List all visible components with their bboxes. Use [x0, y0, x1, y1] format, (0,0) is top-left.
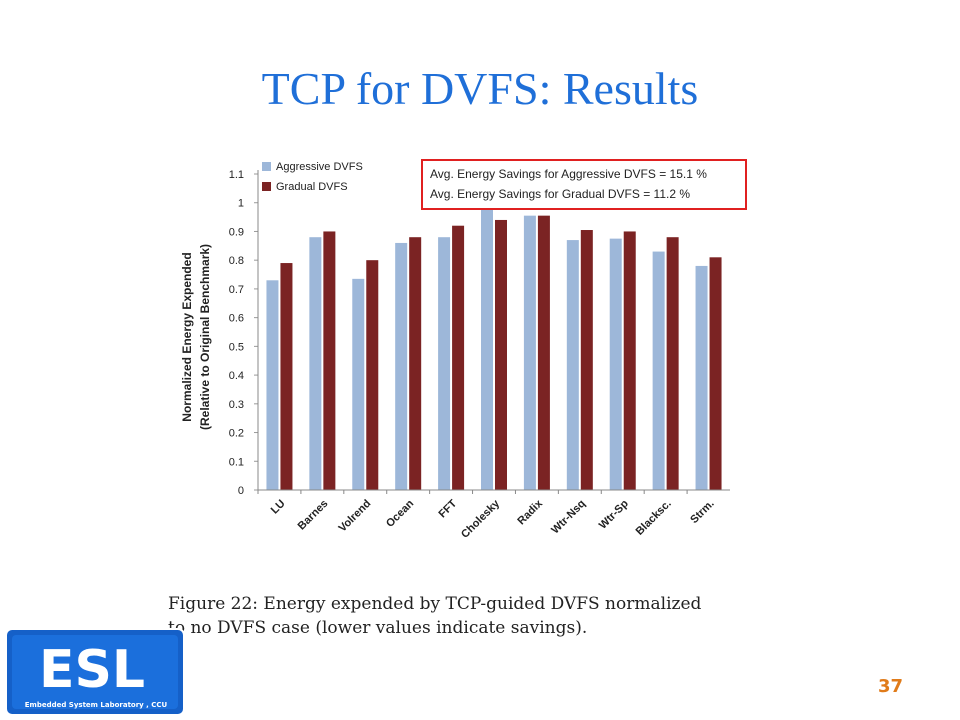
x-tick-label: FFT [436, 497, 459, 520]
figure-caption: Figure 22: Energy expended by TCP-guided… [168, 592, 818, 640]
axes [257, 170, 730, 491]
legend-swatch-aggressive [262, 162, 271, 171]
y-tick-label: 0.1 [229, 456, 244, 468]
y-axis-label-line1: Normalized Energy Expended [180, 252, 194, 421]
annotation-box [421, 159, 747, 210]
y-axis-ticks: 0 0.1 0.2 0.3 0.4 0.5 0.6 0.7 0.8 0.9 1 1.1 [229, 169, 258, 497]
bar-aggressive-cholesky [481, 209, 493, 490]
bar-aggressive-radix [523, 215, 536, 490]
x-tick-label: Barnes [296, 498, 331, 533]
esl-logo: ESL Embedded System Laboratory , CCU [5, 628, 185, 716]
caption-line-1: Figure 22: Energy expended by TCP-guided… [168, 594, 702, 614]
bar-gradual-radix [537, 215, 550, 490]
legend-swatch-gradual [262, 182, 271, 191]
bar-gradual-wtr-sp [623, 231, 636, 491]
bar-gradual-ocean [409, 237, 422, 490]
bar-gradual-cholesky [495, 219, 507, 491]
slide-title: TCP for DVFS: Results [261, 63, 699, 114]
bar-gradual-volrend [366, 260, 379, 490]
bar-aggressive-fft [438, 237, 451, 490]
y-tick-label: 0.4 [229, 370, 244, 382]
bar-aggressive-strm- [695, 265, 708, 490]
bar-gradual-barnes [323, 231, 336, 491]
x-tick-label: Wtr-Sp [597, 497, 631, 531]
page-number: 37 [878, 676, 904, 697]
logo-subtext: Embedded System Laboratory , CCU [25, 701, 168, 709]
bar-aggressive-ocean [395, 242, 408, 490]
y-tick-label: 0.5 [229, 341, 244, 353]
y-tick-label: 0 [238, 485, 244, 497]
bar-aggressive-wtr-sp [609, 238, 622, 490]
bar-aggressive-wtr-nsq [566, 240, 579, 490]
bar-gradual-strm- [709, 257, 722, 490]
x-tick-label: Strm. [688, 498, 716, 526]
y-tick-label: 0.7 [229, 284, 244, 296]
bar-gradual-lu [280, 263, 293, 490]
bar-aggressive-volrend [352, 278, 365, 490]
x-tick-label: Radix [515, 497, 545, 527]
logo-letters: ESL [39, 640, 145, 700]
bar-gradual-blacksc- [666, 237, 679, 490]
y-axis-label: Normalized Energy Expended (Relative to … [180, 244, 212, 430]
bar-gradual-fft [452, 225, 465, 490]
x-tick-label: Volrend [337, 498, 374, 535]
x-tick-label: Wtr-Nsq [549, 498, 588, 537]
y-axis-label-line2: (Relative to Original Benchmark) [198, 244, 212, 430]
legend-label-gradual: Gradual DVFS [276, 181, 348, 193]
annotation-line-aggressive: Avg. Energy Savings for Aggressive DVFS … [430, 167, 707, 181]
x-tick-label: Blacksc. [634, 498, 674, 538]
x-tick-label: Ocean [384, 497, 416, 529]
legend: Aggressive DVFS Gradual DVFS [262, 161, 363, 193]
y-tick-label: 0.9 [229, 226, 244, 238]
y-tick-label: 0.2 [229, 428, 244, 440]
savings-annotation: Avg. Energy Savings for Aggressive DVFS … [421, 159, 747, 210]
caption-line-2: to no DVFS case (lower values indicate s… [168, 618, 588, 638]
bar-aggressive-blacksc- [652, 251, 665, 490]
energy-bar-chart: Normalized Energy Expended (Relative to … [180, 159, 747, 541]
y-tick-label: 0.8 [229, 255, 244, 267]
y-tick-label: 0.6 [229, 313, 244, 325]
bars-group [266, 209, 722, 491]
bar-aggressive-lu [266, 280, 279, 490]
annotation-line-gradual: Avg. Energy Savings for Gradual DVFS = 1… [430, 187, 690, 201]
x-tick-label: Cholesky [459, 497, 503, 541]
legend-label-aggressive: Aggressive DVFS [276, 161, 363, 173]
x-tick-label: LU [269, 498, 288, 517]
y-tick-label: 1 [238, 198, 244, 210]
x-axis-ticks: LU Barnes Volrend Ocean FFT Cholesky Radix Wtr-… [257, 490, 717, 541]
y-tick-label: 0.3 [229, 399, 244, 411]
bar-gradual-wtr-nsq [580, 230, 593, 490]
logo-inner-panel [12, 635, 178, 709]
bar-aggressive-barnes [309, 237, 322, 490]
y-tick-label: 1.1 [229, 169, 244, 181]
